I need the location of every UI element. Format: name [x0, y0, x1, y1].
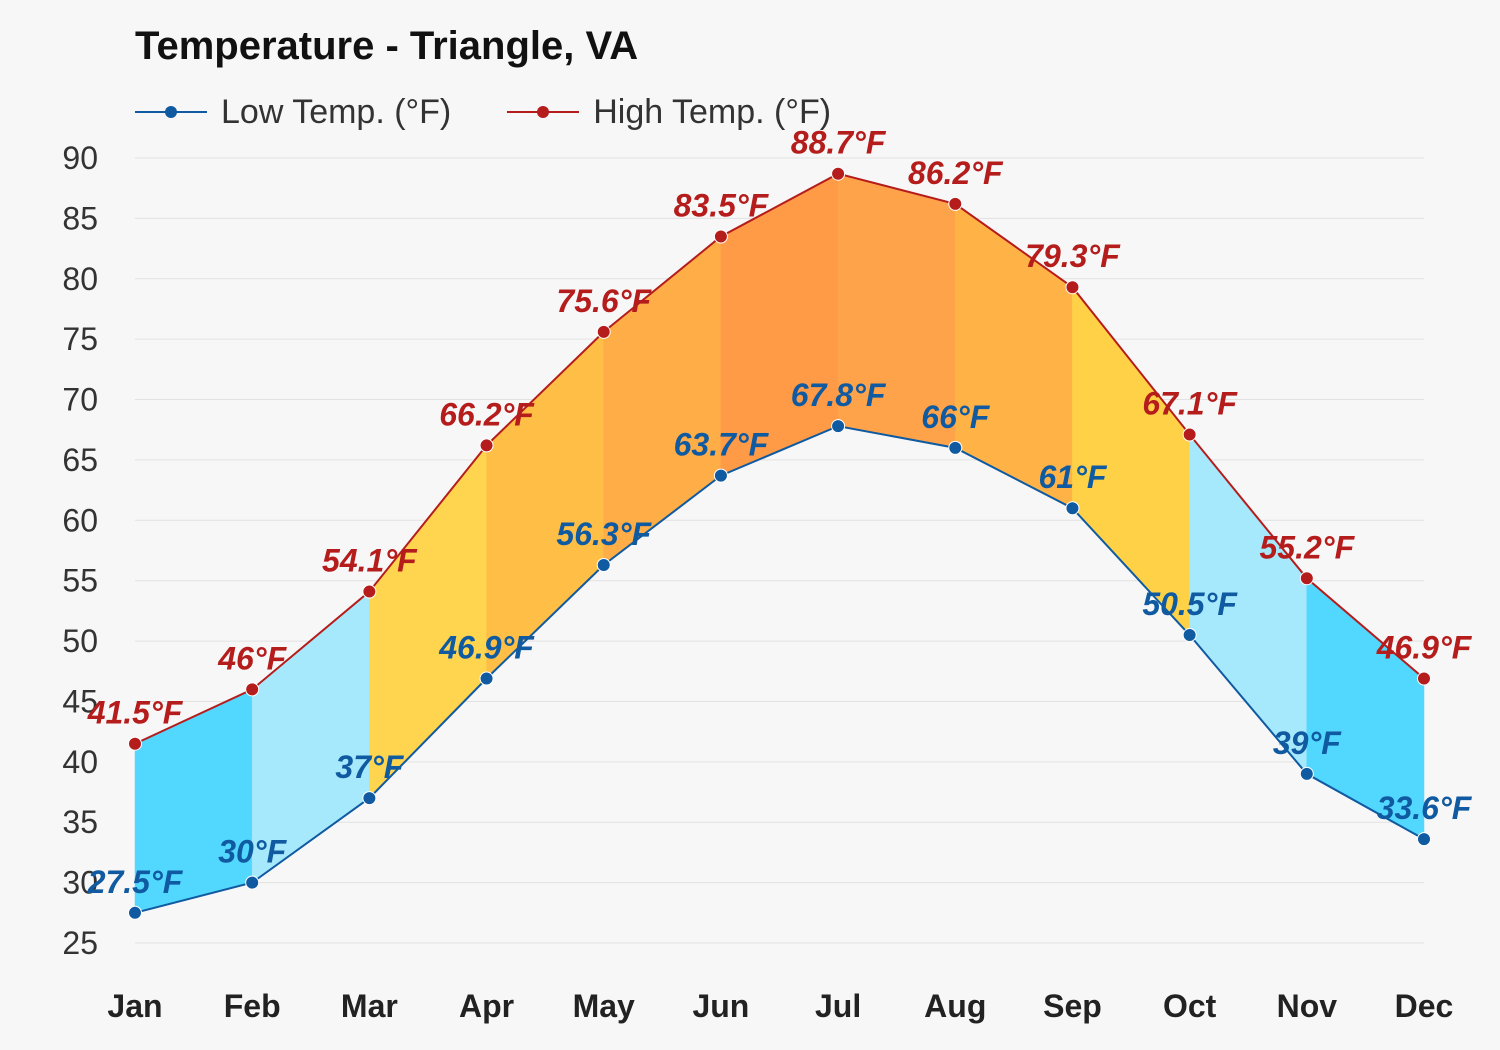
- legend-item-low[interactable]: Low Temp. (°F): [135, 93, 451, 132]
- x-tick-label-mar: Mar: [341, 988, 398, 1024]
- x-tick-label-jul: Jul: [815, 988, 861, 1024]
- y-tick-label-25: 25: [62, 925, 98, 961]
- high-point-feb[interactable]: [245, 682, 260, 697]
- low-data-label-jul: 67.8°F: [791, 377, 887, 413]
- low-data-label-aug: 66°F: [921, 399, 990, 435]
- low-point-may[interactable]: [596, 557, 611, 572]
- y-tick-label-55: 55: [62, 563, 98, 599]
- y-tick-label-30: 30: [62, 865, 98, 901]
- high-point-apr[interactable]: [479, 438, 494, 453]
- x-tick-label-aug: Aug: [924, 988, 986, 1024]
- label-layer: 27.5°F 30°F 37°F 46.9°F 56.3°F 63.7°F 67.8°F 66…: [87, 125, 1473, 900]
- low-point-jul[interactable]: [831, 419, 846, 434]
- legend-low-label: Low Temp. (°F): [221, 92, 452, 131]
- chart-title: Temperature - Triangle, VA: [135, 24, 639, 68]
- high-data-label-mar: 54.1°F: [322, 543, 418, 579]
- high-point-nov[interactable]: [1299, 571, 1314, 586]
- low-point-dec[interactable]: [1417, 832, 1431, 847]
- high-point-jan[interactable]: [128, 736, 142, 751]
- y-tick-label-80: 80: [62, 261, 98, 297]
- y-tick-label-40: 40: [62, 744, 98, 780]
- x-tick-label-jun: Jun: [692, 988, 749, 1024]
- x-tick-label-apr: Apr: [459, 988, 514, 1024]
- legend: Low Temp. (°F) High Temp. (°F): [135, 88, 887, 136]
- low-point-apr[interactable]: [479, 671, 494, 686]
- x-tick-label-may: May: [573, 988, 635, 1024]
- y-tick-label-90: 90: [62, 140, 98, 176]
- low-temp-line: [134, 425, 1425, 914]
- legend-low-swatch-icon: [135, 106, 207, 118]
- legend-high-swatch-icon: [507, 106, 580, 118]
- low-point-jan[interactable]: [128, 905, 142, 920]
- y-tick-label-60: 60: [62, 502, 98, 538]
- y-tick-label-35: 35: [62, 804, 98, 840]
- x-tick-label-sep: Sep: [1043, 988, 1102, 1024]
- y-tick-label-45: 45: [62, 683, 98, 719]
- high-point-jun[interactable]: [713, 229, 728, 244]
- high-data-label-dec: 46.9°F: [1376, 630, 1473, 666]
- high-point-sep[interactable]: [1065, 280, 1080, 295]
- high-data-label-apr: 66.2°F: [439, 396, 535, 432]
- y-tick-label-85: 85: [62, 200, 98, 236]
- high-point-may[interactable]: [596, 324, 611, 339]
- low-point-jun[interactable]: [713, 468, 728, 483]
- low-data-label-sep: 61°F: [1038, 459, 1107, 495]
- high-data-label-jul: 88.7°F: [791, 125, 887, 161]
- high-point-dec[interactable]: [1417, 671, 1431, 686]
- high-data-label-may: 75.6°F: [556, 283, 652, 319]
- low-data-label-dec: 33.6°F: [1377, 790, 1473, 826]
- low-data-label-mar: 37°F: [335, 749, 404, 785]
- y-tick-label-75: 75: [62, 321, 98, 357]
- y-tick-label-50: 50: [62, 623, 98, 659]
- low-data-label-nov: 39°F: [1273, 725, 1342, 761]
- high-temp-line: [134, 172, 1425, 745]
- high-point-oct[interactable]: [1182, 427, 1197, 442]
- x-tick-label-feb: Feb: [224, 988, 281, 1024]
- high-data-label-sep: 79.3°F: [1025, 238, 1121, 274]
- band-layer: [134, 173, 1425, 914]
- low-point-aug[interactable]: [948, 440, 963, 455]
- high-data-label-feb: 46°F: [217, 640, 287, 676]
- x-tick-label-oct: Oct: [1163, 988, 1217, 1024]
- high-data-label-jun: 83.5°F: [674, 188, 770, 224]
- low-data-label-jan: 27.5°F: [87, 864, 184, 900]
- y-tick-label-70: 70: [62, 382, 98, 418]
- low-data-label-feb: 30°F: [218, 834, 287, 870]
- high-data-label-aug: 86.2°F: [908, 155, 1004, 191]
- high-point-mar[interactable]: [362, 584, 377, 599]
- low-data-label-jun: 63.7°F: [674, 427, 770, 463]
- axis-layer: 25 30 35 40 45 50 55 60 65 70 75 80 85 90 Jan Feb Mar Apr…: [62, 140, 1453, 1024]
- low-data-label-may: 56.3°F: [556, 516, 652, 552]
- high-data-label-oct: 67.1°F: [1142, 386, 1238, 422]
- low-data-label-apr: 46.9°F: [438, 630, 535, 666]
- high-point-jul[interactable]: [831, 166, 846, 181]
- temperature-band-apr: [486, 331, 604, 680]
- temperature-band-mar: [369, 444, 487, 799]
- low-point-feb[interactable]: [245, 875, 260, 890]
- low-point-oct[interactable]: [1182, 628, 1197, 643]
- x-tick-label-dec: Dec: [1395, 988, 1454, 1024]
- x-tick-label-jan: Jan: [107, 988, 162, 1024]
- high-point-aug[interactable]: [948, 196, 963, 211]
- y-tick-label-65: 65: [62, 442, 98, 478]
- high-data-label-nov: 55.2°F: [1260, 529, 1356, 565]
- legend-high-label: High Temp. (°F): [593, 92, 832, 131]
- low-point-mar[interactable]: [362, 791, 377, 806]
- low-point-nov[interactable]: [1299, 766, 1314, 781]
- low-data-label-oct: 50.5°F: [1142, 586, 1238, 622]
- high-data-label-jan: 41.5°F: [87, 695, 184, 731]
- legend-item-high[interactable]: High Temp. (°F): [507, 93, 831, 132]
- x-tick-label-nov: Nov: [1277, 988, 1338, 1024]
- low-point-sep[interactable]: [1065, 501, 1080, 516]
- line-layer: [128, 166, 1431, 920]
